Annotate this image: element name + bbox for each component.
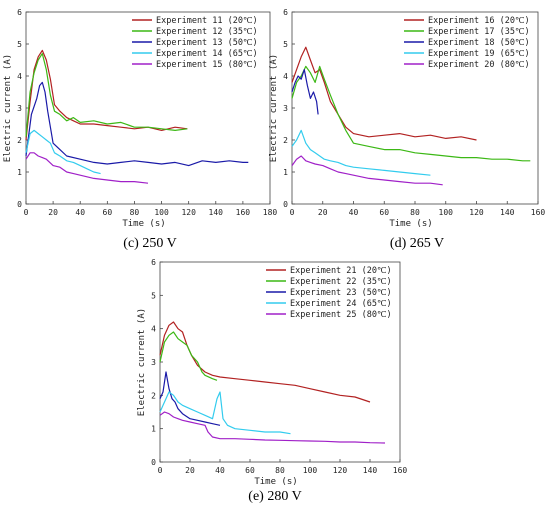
chart-panel-c: 0 20 40 60 80 100 120 140 160 180 0 1 2 3 4 5 6 Time (s) E… bbox=[3, 8, 277, 229]
legend-label: Experiment 23 (50℃) bbox=[290, 288, 392, 298]
series-line-1 bbox=[291, 46, 477, 141]
y-axis-label: Electric current (A) bbox=[3, 54, 13, 162]
x-tick-label: 180 bbox=[263, 208, 278, 217]
series-line-5 bbox=[159, 411, 386, 444]
chart-panel-e: 0 20 40 60 80 100 120 140 160 0 1 2 3 4 5 6 Time (s) Elec… bbox=[137, 258, 407, 487]
legend-label: Experiment 11 (20℃) bbox=[156, 16, 258, 26]
y-tick-label: 3 bbox=[283, 104, 288, 113]
x-tick-label: 40 bbox=[349, 208, 359, 217]
y-tick-label: 5 bbox=[151, 291, 156, 300]
legend-label: Experiment 13 (50℃) bbox=[156, 38, 258, 48]
x-tick-label: 40 bbox=[75, 208, 85, 217]
x-tick-label: 100 bbox=[303, 466, 318, 475]
y-tick-label: 3 bbox=[17, 104, 22, 113]
y-tick-label: 4 bbox=[17, 72, 22, 81]
x-tick-label: 60 bbox=[379, 208, 389, 217]
legend-label: Experiment 18 (50℃) bbox=[428, 38, 530, 48]
x-tick-label: 20 bbox=[318, 208, 328, 217]
y-tick-label: 0 bbox=[151, 458, 156, 467]
x-tick-label: 140 bbox=[209, 208, 224, 217]
y-tick-label: 5 bbox=[283, 40, 288, 49]
y-axis-label: Electric current (A) bbox=[137, 308, 147, 416]
series-line-1 bbox=[159, 321, 371, 403]
x-tick-label: 100 bbox=[439, 208, 454, 217]
x-tick-label: 60 bbox=[245, 466, 255, 475]
y-tick-label: 6 bbox=[17, 8, 22, 17]
legend-label: Experiment 17 (35℃) bbox=[428, 27, 530, 37]
x-tick-label: 160 bbox=[531, 208, 546, 217]
x-axis-label: Time (s) bbox=[254, 477, 297, 487]
y-tick-label: 6 bbox=[151, 258, 156, 267]
x-tick-label: 120 bbox=[469, 208, 484, 217]
series-line-3 bbox=[25, 81, 249, 167]
x-tick-label: 80 bbox=[410, 208, 420, 217]
legend-label: Experiment 25 (80℃) bbox=[290, 310, 392, 320]
series-line-3 bbox=[291, 68, 319, 115]
x-tick-label: 120 bbox=[181, 208, 196, 217]
y-tick-label: 2 bbox=[17, 136, 22, 145]
legend-label: Experiment 19 (65℃) bbox=[428, 49, 530, 59]
panel-e-caption: (e) 280 V bbox=[248, 489, 301, 504]
x-tick-label: 20 bbox=[185, 466, 195, 475]
y-tick-label: 4 bbox=[283, 72, 288, 81]
x-axis-label: Time (s) bbox=[389, 219, 432, 229]
x-axis-label: Time (s) bbox=[122, 219, 165, 229]
y-tick-label: 2 bbox=[283, 136, 288, 145]
x-tick-label: 0 bbox=[290, 208, 295, 217]
legend-label: Experiment 22 (35℃) bbox=[290, 277, 392, 287]
y-tick-label: 1 bbox=[151, 425, 156, 434]
x-tick-label: 80 bbox=[130, 208, 140, 217]
series-line-2 bbox=[25, 52, 188, 137]
legend-label: Experiment 14 (65℃) bbox=[156, 49, 258, 59]
x-tick-label: 0 bbox=[24, 208, 29, 217]
legend-label: Experiment 16 (20℃) bbox=[428, 16, 530, 26]
y-tick-label: 0 bbox=[283, 200, 288, 209]
y-tick-label: 4 bbox=[151, 325, 156, 334]
y-tick-label: 2 bbox=[151, 391, 156, 400]
panel-c-caption: (c) 250 V bbox=[123, 236, 176, 251]
x-tick-label: 140 bbox=[500, 208, 515, 217]
series-line-2 bbox=[291, 65, 531, 162]
x-tick-label: 120 bbox=[333, 466, 348, 475]
series-line-3 bbox=[159, 371, 221, 426]
x-tick-label: 100 bbox=[154, 208, 169, 217]
x-tick-label: 160 bbox=[393, 466, 408, 475]
series-line-5 bbox=[291, 155, 443, 186]
series-line-4 bbox=[291, 129, 431, 176]
x-tick-label: 60 bbox=[103, 208, 113, 217]
series-line-5 bbox=[25, 152, 149, 184]
x-tick-label: 0 bbox=[158, 466, 163, 475]
y-axis-label: Electric current (A) bbox=[269, 54, 279, 162]
series-line-4 bbox=[25, 129, 101, 175]
panel-d-caption: (d) 265 V bbox=[390, 236, 444, 251]
legend-label: Experiment 12 (35℃) bbox=[156, 27, 258, 37]
chart-panel-d: 0 20 40 60 80 100 120 140 160 0 1 2 3 4 5 6 Time (s) Elec… bbox=[269, 8, 545, 229]
legend-label: Experiment 21 (20℃) bbox=[290, 266, 392, 276]
y-tick-label: 3 bbox=[151, 358, 156, 367]
legend-label: Experiment 15 (80℃) bbox=[156, 60, 258, 70]
y-tick-label: 6 bbox=[283, 8, 288, 17]
y-tick-label: 5 bbox=[17, 40, 22, 49]
series-line-2 bbox=[159, 331, 218, 381]
x-tick-label: 140 bbox=[363, 466, 378, 475]
x-tick-label: 80 bbox=[275, 466, 285, 475]
legend-label: Experiment 24 (65℃) bbox=[290, 299, 392, 309]
x-tick-label: 20 bbox=[48, 208, 58, 217]
series-line-4 bbox=[159, 391, 291, 435]
y-tick-label: 0 bbox=[17, 200, 22, 209]
legend-label: Experiment 20 (80℃) bbox=[428, 60, 530, 70]
y-tick-label: 1 bbox=[283, 168, 288, 177]
y-tick-label: 1 bbox=[17, 168, 22, 177]
x-tick-label: 40 bbox=[215, 466, 225, 475]
x-tick-label: 160 bbox=[236, 208, 251, 217]
